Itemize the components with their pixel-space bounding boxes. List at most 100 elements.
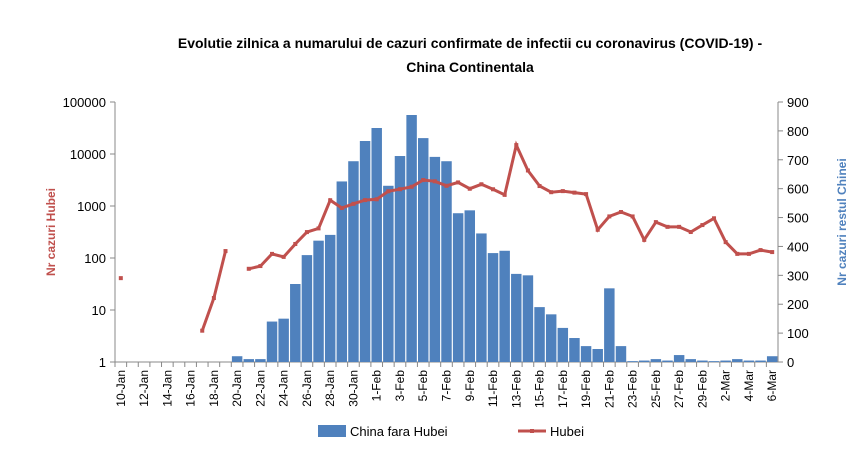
bar (487, 253, 499, 362)
marker (246, 266, 251, 271)
bar (627, 361, 638, 362)
legend-swatch (530, 429, 534, 433)
y2-axis-title: Nr cazuri restul Chinei (835, 158, 849, 285)
marker (502, 192, 507, 197)
bar (476, 233, 487, 362)
marker (118, 276, 123, 281)
bar (732, 359, 743, 362)
x-tick-label: 24-Jan (277, 370, 291, 407)
marker (397, 187, 402, 192)
bar (766, 356, 778, 362)
bar (266, 321, 278, 362)
bar (755, 360, 766, 362)
marker (270, 251, 275, 256)
bar (243, 359, 254, 362)
x-tick-label: 21-Feb (602, 370, 616, 408)
marker (712, 216, 717, 221)
bar (348, 161, 359, 362)
x-tick-label: 26-Jan (300, 370, 314, 407)
marker (351, 201, 356, 206)
marker (258, 264, 263, 269)
bar (418, 138, 429, 362)
x-tick-label: 14-Jan (160, 370, 174, 407)
y-tick-label: 100000 (63, 95, 106, 110)
x-tick-label: 15-Feb (533, 370, 547, 408)
marker (293, 241, 298, 246)
bar (685, 359, 696, 362)
marker (735, 251, 740, 256)
y-tick-label: 10000 (70, 147, 106, 162)
bar (383, 185, 394, 362)
bar (464, 210, 475, 362)
y2-tick-label: 500 (787, 211, 809, 226)
x-tick-label: 1-Feb (370, 370, 384, 402)
x-tick-label: 11-Feb (486, 370, 500, 407)
x-tick-label: 5-Feb (416, 370, 430, 402)
legend-label: Hubei (550, 424, 584, 439)
marker (595, 227, 600, 232)
x-tick-label: 3-Feb (393, 370, 407, 402)
x-tick-label: 10-Jan (114, 370, 128, 407)
y2-tick-label: 800 (787, 124, 809, 139)
y2-tick-label: 200 (787, 297, 809, 312)
marker (328, 198, 333, 203)
bar (522, 275, 534, 362)
x-tick-label: 30-Jan (346, 370, 360, 407)
marker (618, 210, 623, 215)
x-tick-label: 2-Mar (719, 370, 733, 401)
bar (615, 346, 627, 362)
bar (545, 314, 557, 362)
bar (534, 307, 545, 362)
marker (723, 240, 728, 245)
x-tick-label: 25-Feb (649, 370, 663, 408)
y2-tick-label: 0 (787, 355, 794, 370)
marker (758, 248, 763, 253)
legend-label: China fara Hubei (350, 424, 448, 439)
marker (316, 226, 321, 231)
marker (421, 178, 426, 183)
marker (363, 198, 368, 203)
y-tick-label: 1000 (77, 199, 106, 214)
marker (491, 187, 496, 192)
bar (371, 128, 382, 362)
x-tick-label: 27-Feb (672, 370, 686, 408)
y2-tick-label: 300 (787, 268, 809, 283)
bar (720, 360, 731, 362)
y2-tick-label: 900 (787, 95, 809, 110)
marker (677, 224, 682, 229)
bar (231, 356, 243, 362)
marker (642, 237, 647, 242)
bar (290, 284, 301, 362)
marker (572, 190, 577, 195)
marker (560, 189, 565, 194)
bar (499, 250, 510, 362)
bar (313, 240, 324, 362)
bar (452, 213, 464, 362)
marker (700, 223, 705, 228)
marker (479, 182, 484, 187)
marker (653, 220, 658, 225)
marker (525, 168, 530, 173)
marker (432, 179, 437, 184)
bar (604, 288, 615, 362)
legend-swatch (318, 425, 346, 437)
x-tick-label: 18-Jan (207, 370, 221, 407)
y-axis-title: Nr cazuri Hubei (44, 188, 58, 276)
marker (746, 251, 751, 256)
marker (549, 190, 554, 195)
y-tick-label: 1 (99, 355, 106, 370)
bar (673, 355, 685, 362)
x-tick-label: 28-Jan (323, 370, 337, 407)
x-tick-label: 12-Jan (137, 370, 151, 407)
bar (394, 156, 406, 362)
bar (406, 115, 417, 362)
y2-tick-label: 600 (787, 182, 809, 197)
marker (537, 184, 542, 189)
bar (708, 361, 720, 362)
marker (386, 189, 391, 194)
x-tick-label: 17-Feb (556, 370, 570, 408)
x-tick-label: 13-Feb (509, 370, 523, 408)
bar (441, 161, 452, 362)
marker (374, 197, 379, 202)
